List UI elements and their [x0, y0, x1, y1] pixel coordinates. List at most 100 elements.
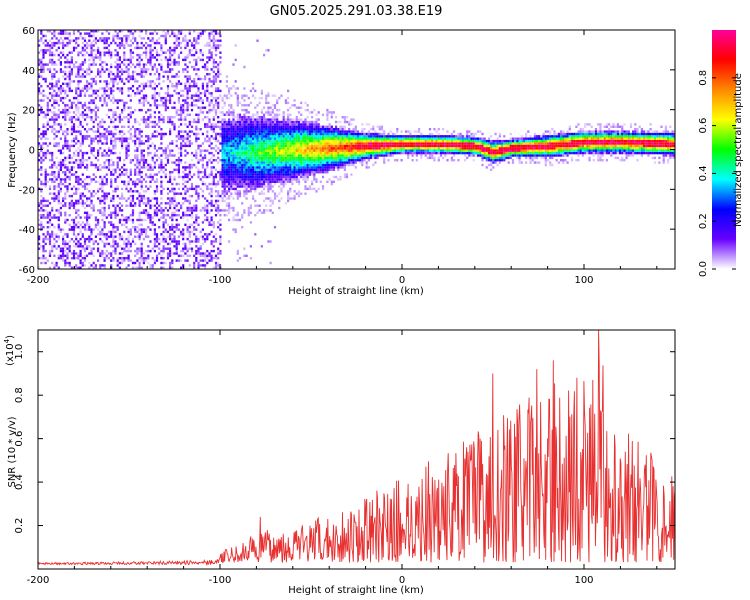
spectrogram-cell — [55, 135, 58, 138]
spectrogram-cell — [105, 46, 108, 50]
spectrogram-cell — [184, 137, 187, 140]
spectrogram-cell — [241, 132, 244, 136]
spectrogram-cell — [265, 49, 268, 52]
spectrogram-cell — [57, 226, 60, 229]
spectrogram-cell — [293, 147, 296, 150]
spectrogram-cell — [195, 85, 198, 88]
spectrogram-cell — [171, 116, 174, 119]
spectrogram-cell — [149, 214, 152, 217]
spectrogram-cell — [116, 125, 119, 128]
spectrogram-cell — [112, 82, 115, 85]
spectrogram-cell — [155, 187, 159, 191]
spectrogram-cell — [110, 89, 113, 93]
spectrogram-cell — [169, 266, 172, 269]
spectrogram-cell — [169, 149, 172, 152]
spectrogram-cell — [243, 168, 246, 171]
spectrogram-cell — [173, 245, 176, 248]
spectrogram-cell — [206, 261, 209, 265]
spectrogram-cell — [256, 159, 259, 162]
spectrogram-cell — [88, 237, 91, 241]
spectrogram-cell — [169, 235, 172, 238]
spectrogram-cell — [186, 144, 189, 148]
spectrogram-cell — [271, 166, 274, 169]
spectrogram-cell — [116, 101, 119, 105]
spectrogram-cell — [38, 144, 41, 148]
spectrogram-cell — [280, 178, 283, 181]
spectrogram-cell — [206, 82, 209, 85]
spectrogram-cell — [217, 147, 220, 150]
spectrogram-cell — [193, 173, 196, 176]
spectrogram-cell — [212, 125, 215, 128]
spectrogram-cell — [169, 226, 172, 229]
spectrogram-cell — [208, 182, 211, 186]
spectrogram-cell — [40, 159, 43, 162]
spectrogram-cell — [263, 166, 266, 169]
spectrogram-cell — [256, 123, 259, 126]
spectrogram-cell — [206, 96, 209, 100]
spectrogram-cell — [103, 61, 106, 64]
spectrogram-cell — [284, 202, 287, 205]
spectrogram-cell — [103, 149, 106, 152]
spectrogram-cell — [158, 209, 161, 212]
spectrogram-cell — [66, 261, 69, 265]
spectrogram-cell — [182, 235, 185, 238]
spectrogram-cell — [214, 132, 218, 136]
spectrogram-cell — [57, 235, 60, 238]
spectrogram-cell — [263, 173, 266, 176]
spectrogram-cell — [252, 147, 255, 150]
spectrogram-cell — [171, 237, 174, 241]
spectrogram-cell — [214, 139, 218, 143]
spectrogram-cell — [75, 137, 78, 140]
spectrogram-cell — [147, 168, 150, 171]
spectrogram-cell — [42, 63, 45, 66]
spectrogram-cell — [86, 187, 89, 191]
spectrogram-cell — [90, 116, 93, 119]
spectrogram-cell — [153, 56, 156, 59]
spectrogram-cell — [164, 132, 167, 136]
spectrogram-cell — [107, 108, 111, 112]
spectrogram-cell — [153, 190, 156, 193]
spectrogram-cell — [184, 168, 187, 171]
spectrogram-cell — [145, 159, 148, 162]
spectrogram-cell — [175, 202, 178, 205]
spectrogram-cell — [188, 202, 191, 205]
spectrogram-cell — [136, 135, 139, 138]
spectrogram-cell — [182, 139, 185, 143]
spectrogram-cell — [304, 149, 307, 152]
spectrogram-cell — [64, 211, 67, 214]
spectrogram-cell — [210, 125, 213, 128]
spectrogram-cell — [57, 77, 60, 81]
spectrogram-cell — [147, 37, 150, 40]
spectrogram-cell — [105, 37, 108, 40]
spectrogram-cell — [138, 202, 141, 205]
spectrogram-cell — [158, 147, 161, 150]
spectrogram-cell — [62, 46, 65, 50]
spectrogram-cell — [131, 75, 135, 78]
spectrogram-cell — [273, 130, 277, 133]
spectrogram-cell — [247, 137, 250, 140]
spectrogram-cell — [134, 204, 137, 207]
spectrogram-cell — [77, 73, 80, 76]
spectrogram-cell — [164, 228, 167, 231]
spectrogram-cell — [199, 187, 202, 191]
spectrogram-cell — [271, 132, 274, 136]
spectrogram-cell — [243, 254, 246, 257]
spectrogram-cell — [223, 142, 226, 145]
spectrogram-cell — [83, 94, 87, 97]
spectrogram-cell — [223, 94, 226, 97]
spectrogram-cell — [291, 163, 294, 167]
spectrogram-cell — [118, 156, 121, 160]
spectrogram-cell — [114, 77, 117, 81]
spectrogram-cell — [263, 211, 266, 214]
spectrogram-cell — [273, 197, 277, 200]
spectrogram-cell — [51, 209, 54, 212]
spectrogram-cell — [204, 214, 207, 217]
spectrogram-cell — [153, 144, 156, 148]
spectrogram-cell — [160, 142, 163, 145]
spectrogram-cell — [116, 99, 119, 102]
spectrogram-cell — [147, 125, 150, 128]
spectrogram-cell — [304, 171, 307, 174]
spectrogram-cell — [304, 173, 307, 176]
spectrogram-cell — [256, 128, 259, 131]
spectrogram-cell — [44, 175, 47, 179]
